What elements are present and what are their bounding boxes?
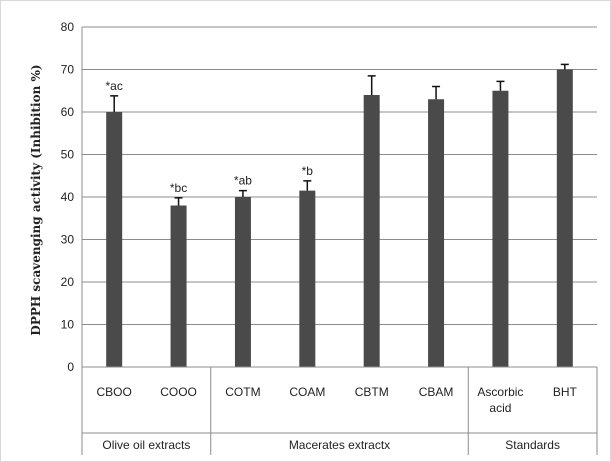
- bar: [106, 112, 123, 367]
- x-tick-label: COTM: [225, 385, 260, 399]
- y-axis-ticks: 0 10 20 30 40 50 60 70 80: [61, 20, 75, 374]
- y-tick-label: 10: [61, 318, 75, 332]
- bar: [299, 190, 316, 367]
- group-label: Macerates extractx: [289, 438, 390, 452]
- significance-label: *ac: [106, 79, 123, 93]
- bar: [492, 90, 509, 367]
- x-axis: CBOO COOO COTM COAM CBTM CBAM Ascorbic acid BHT O…: [81, 27, 598, 455]
- x-tick-label: Ascorbic: [477, 385, 523, 399]
- bar: [428, 99, 445, 367]
- y-tick-label: 30: [61, 233, 75, 247]
- y-tick-label: 70: [61, 63, 75, 77]
- bars: *ac *bc *ab *b: [106, 63, 573, 367]
- x-tick-label: acid: [489, 401, 511, 415]
- x-tick-label: CBTM: [355, 385, 389, 399]
- x-tick-label: CBAM: [419, 385, 454, 399]
- x-tick-label: BHT: [553, 385, 578, 399]
- y-tick-label: 50: [61, 148, 75, 162]
- y-tick-label: 80: [61, 20, 75, 34]
- significance-label: *ab: [234, 174, 252, 188]
- y-tick-label: 0: [67, 360, 74, 374]
- y-tick-label: 60: [61, 105, 75, 119]
- x-tick-label: COAM: [289, 385, 325, 399]
- x-tick-label: COOO: [160, 385, 197, 399]
- x-tick-label: CBOO: [97, 385, 132, 399]
- bar: [234, 197, 251, 367]
- group-label: Standards: [505, 438, 560, 452]
- group-label: Olive oil extracts: [102, 438, 190, 452]
- bar: [556, 69, 573, 367]
- y-tick-label: 40: [61, 190, 75, 204]
- significance-label: *bc: [170, 181, 187, 195]
- significance-label: *b: [302, 164, 314, 178]
- bar: [170, 205, 187, 367]
- bar: [363, 95, 380, 367]
- y-axis-label: DPPH scavenging activity (Inhibition %): [29, 64, 43, 335]
- y-tick-label: 20: [61, 275, 75, 289]
